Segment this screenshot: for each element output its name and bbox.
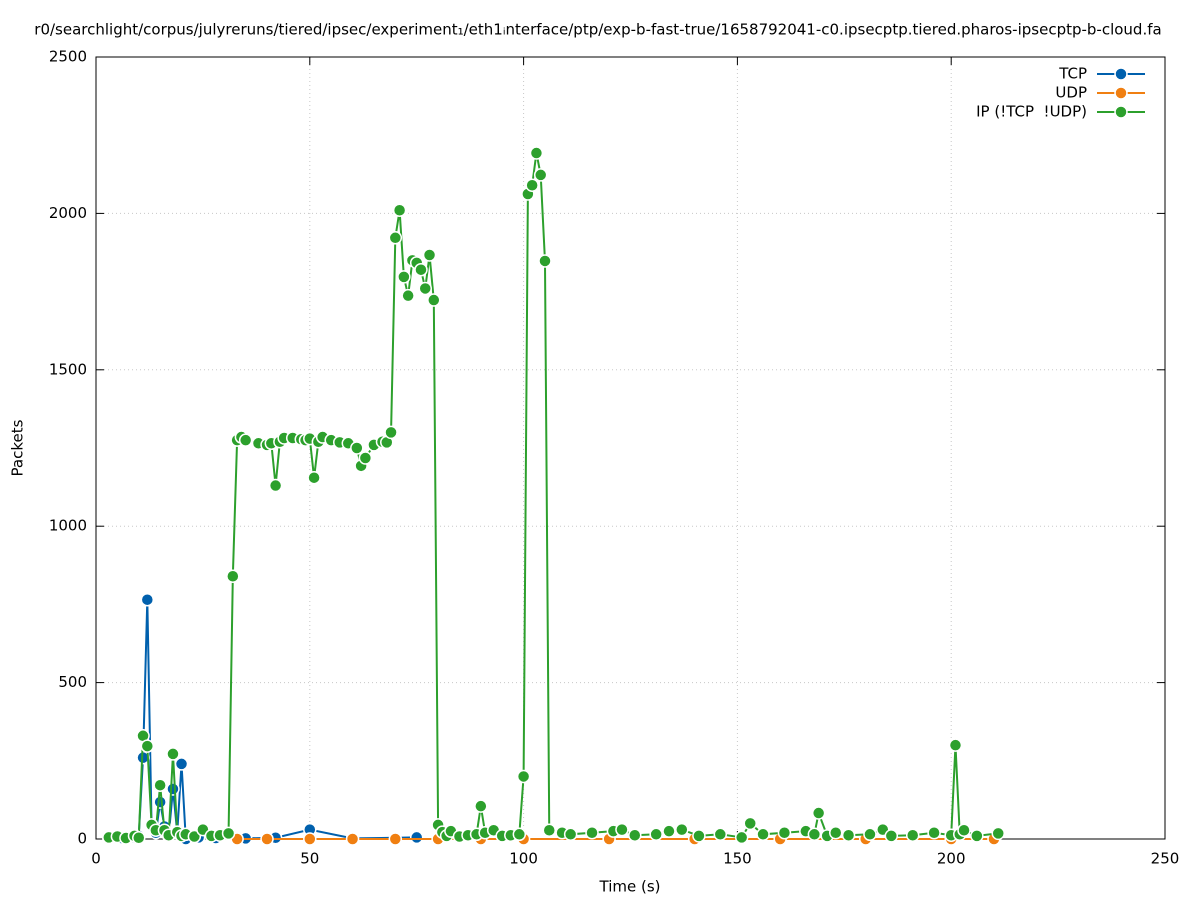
data-point <box>221 826 236 841</box>
legend-label: TCP <box>1058 65 1087 83</box>
data-point <box>474 799 488 813</box>
x-tick-label: 50 <box>300 850 319 868</box>
data-point <box>991 826 1005 841</box>
data-point <box>863 827 877 842</box>
legend-label: UDP <box>1055 84 1087 102</box>
data-point <box>615 822 629 837</box>
x-tick-label: 150 <box>723 850 752 868</box>
data-point <box>649 827 663 842</box>
data-point <box>226 569 240 583</box>
data-point <box>756 827 770 842</box>
data-point <box>811 806 826 820</box>
data-point <box>563 827 578 842</box>
y-tick-label: 2000 <box>49 204 87 222</box>
legend-swatch <box>1114 86 1128 100</box>
data-point <box>713 827 728 842</box>
data-point <box>662 824 676 838</box>
data-point <box>512 827 527 842</box>
y-tick-label: 1000 <box>49 517 87 535</box>
y-tick-label: 500 <box>58 673 87 691</box>
x-tick-label: 0 <box>91 850 101 868</box>
data-point <box>140 739 155 753</box>
y-axis-label: Packets <box>9 419 27 476</box>
data-point <box>392 203 407 218</box>
data-point <box>174 757 189 771</box>
legend-swatch <box>1114 105 1128 119</box>
x-tick-label: 250 <box>1151 850 1180 868</box>
data-point <box>268 478 283 493</box>
data-point <box>427 293 441 307</box>
data-point <box>542 823 557 837</box>
data-point <box>132 830 146 845</box>
data-point <box>628 828 642 842</box>
data-point <box>529 146 544 160</box>
y-tick-label: 2500 <box>49 48 87 66</box>
data-point <box>538 254 552 268</box>
data-point <box>734 830 749 845</box>
data-point <box>807 827 822 842</box>
data-point <box>350 441 364 455</box>
data-point <box>777 825 792 840</box>
x-tick-label: 200 <box>937 850 966 868</box>
data-point <box>238 433 253 447</box>
data-point <box>585 825 599 840</box>
data-point <box>948 738 963 752</box>
data-point <box>692 829 706 843</box>
x-tick-label: 100 <box>509 850 538 868</box>
data-point <box>388 231 403 245</box>
data-point <box>187 829 202 844</box>
legend-swatch <box>1114 67 1128 81</box>
data-point <box>140 592 155 607</box>
data-point <box>303 832 317 846</box>
data-point <box>516 769 531 784</box>
data-point <box>533 168 548 182</box>
chart-title: r0/searchlight/corpus/julyreruns/tiered/… <box>34 21 1161 39</box>
data-point <box>409 830 424 845</box>
data-point <box>970 829 984 843</box>
data-point <box>388 832 403 846</box>
data-point <box>743 816 757 831</box>
data-point <box>905 828 920 842</box>
data-point <box>841 828 856 842</box>
data-point <box>675 822 689 837</box>
data-point <box>307 470 321 485</box>
data-point <box>166 782 180 796</box>
data-point <box>358 451 373 465</box>
series-line <box>108 152 999 840</box>
data-point <box>525 178 539 192</box>
data-point <box>884 829 899 843</box>
data-point <box>828 825 843 840</box>
x-axis-label: Time (s) <box>599 878 661 896</box>
data-point <box>397 270 411 284</box>
data-point <box>384 425 398 440</box>
data-point <box>166 747 180 761</box>
legend-label: IP (!TCP !UDP) <box>976 103 1087 121</box>
data-point <box>401 288 415 303</box>
data-point <box>260 832 274 846</box>
data-point <box>957 823 971 837</box>
data-point <box>927 825 941 840</box>
data-point <box>153 778 167 792</box>
y-tick-label: 1500 <box>49 360 87 378</box>
data-point <box>153 795 167 809</box>
data-point <box>422 248 437 262</box>
data-point <box>418 281 433 296</box>
data-point <box>414 262 428 277</box>
y-tick-label: 0 <box>77 830 87 848</box>
data-point <box>345 832 360 846</box>
